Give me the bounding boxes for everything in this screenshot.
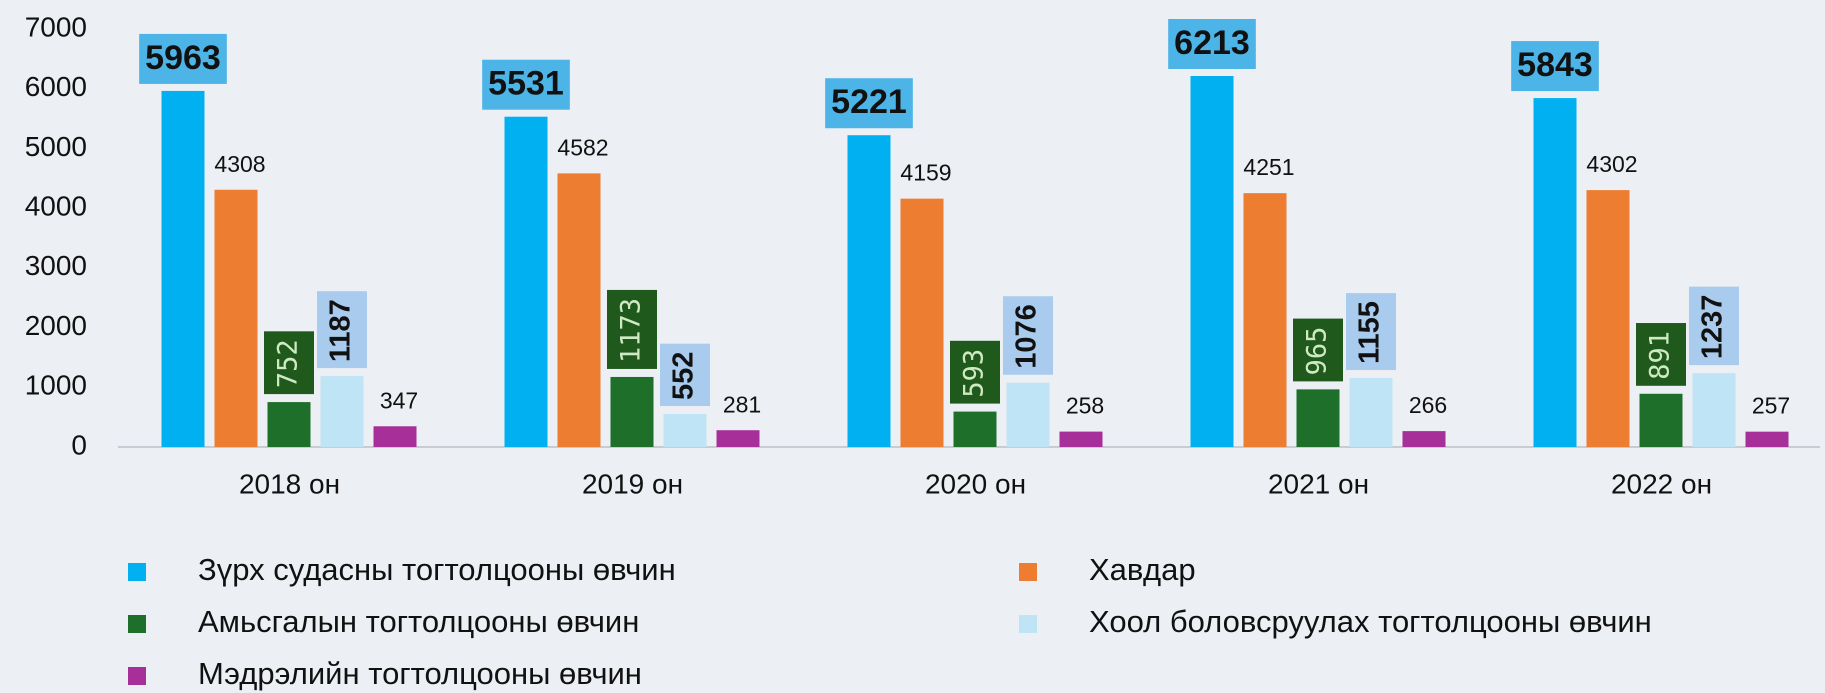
- data-label: 5963: [145, 39, 221, 77]
- data-label-box: [1168, 18, 1256, 69]
- legend-label: Зүрх судасны тогтолцооны өвчин: [198, 552, 676, 587]
- y-tick-label: 7000: [25, 11, 87, 42]
- data-label-box: [139, 33, 227, 84]
- bar: [161, 90, 205, 448]
- data-label: 891: [1645, 331, 1676, 380]
- data-label: 965: [1302, 327, 1333, 376]
- y-tick-label: 3000: [25, 250, 87, 281]
- data-label: 5221: [831, 83, 907, 121]
- y-tick-label: 6000: [25, 71, 87, 102]
- data-label: 6213: [1174, 24, 1250, 62]
- bar: [267, 402, 311, 447]
- bar: [1533, 98, 1577, 448]
- data-label-box: [607, 289, 657, 369]
- data-label-box: [1636, 323, 1686, 386]
- bar: [1692, 373, 1736, 447]
- bar: [1349, 378, 1393, 447]
- legend-label: Хавдар: [1089, 552, 1196, 587]
- legend-swatch: [128, 563, 146, 581]
- bar: [214, 189, 258, 447]
- bar: [1296, 389, 1340, 447]
- bar: [1190, 75, 1234, 447]
- data-label-box: [825, 78, 913, 129]
- legend-label: Хоол боловсруулах тогтолцооны өвчин: [1089, 604, 1652, 639]
- legend-swatch: [1019, 615, 1037, 633]
- data-label: 4159: [900, 160, 951, 186]
- data-label: 257: [1752, 393, 1790, 419]
- y-tick-label: 5000: [25, 131, 87, 162]
- bar: [504, 116, 548, 448]
- y-tick-label: 2000: [25, 310, 87, 341]
- data-label-box: [1346, 293, 1396, 371]
- data-label-box: [482, 59, 570, 110]
- bar: [1586, 190, 1630, 448]
- bar: [663, 414, 707, 447]
- legend-label: Мэдрэлийн тогтолцооны өвчин: [198, 656, 642, 691]
- bar: [1059, 431, 1103, 447]
- x-tick-label: 2021 он: [1268, 468, 1369, 499]
- data-label: 4582: [557, 134, 608, 160]
- data-label-box: [1003, 296, 1053, 375]
- data-label: 752: [273, 339, 304, 388]
- data-label: 1187: [325, 299, 357, 362]
- bar: [1639, 393, 1683, 447]
- bar: [557, 173, 601, 447]
- data-label: 266: [1409, 392, 1447, 418]
- bar: [320, 376, 364, 447]
- x-tick-label: 2019 он: [582, 468, 683, 499]
- x-tick-label: 2020 он: [925, 468, 1026, 499]
- data-label: 5843: [1517, 46, 1593, 84]
- data-label: 1173: [616, 298, 647, 363]
- data-label: 4308: [214, 151, 265, 177]
- bar: [610, 376, 654, 447]
- data-label: 593: [959, 349, 990, 398]
- y-tick-label: 1000: [25, 370, 87, 401]
- data-label: 281: [723, 391, 761, 417]
- data-label-box: [660, 343, 710, 407]
- y-tick-label: 0: [71, 429, 87, 460]
- bar: [1402, 431, 1446, 447]
- legend-swatch: [1019, 563, 1037, 581]
- data-label: 258: [1066, 393, 1104, 419]
- bar: [953, 411, 997, 447]
- bar: [373, 426, 417, 447]
- bar: [847, 135, 891, 447]
- legend-swatch: [128, 615, 146, 633]
- bar: [716, 430, 760, 447]
- data-label: 4302: [1586, 151, 1637, 177]
- data-label: 1076: [1011, 304, 1043, 369]
- data-label: 552: [668, 352, 700, 400]
- data-label-box: [1689, 286, 1739, 366]
- bar: [1243, 193, 1287, 447]
- data-label: 347: [380, 387, 418, 413]
- data-label-box: [1293, 318, 1343, 382]
- data-label: 5531: [488, 65, 564, 103]
- data-label: 1237: [1697, 295, 1729, 360]
- data-label: 4251: [1243, 154, 1294, 180]
- legend-swatch: [128, 667, 146, 685]
- legend-label: Амьсгалын тогтолцооны өвчин: [198, 604, 639, 639]
- bar: [1745, 431, 1789, 447]
- data-label: 1155: [1354, 301, 1386, 364]
- x-tick-label: 2022 он: [1611, 468, 1712, 499]
- data-label-box: [264, 331, 314, 395]
- bar: [1006, 382, 1050, 447]
- data-label-box: [1511, 41, 1599, 92]
- bar: [900, 198, 944, 447]
- x-tick-label: 2018 он: [239, 468, 340, 499]
- data-label-box: [317, 291, 367, 369]
- data-label-box: [950, 340, 1000, 404]
- y-tick-label: 4000: [25, 191, 87, 222]
